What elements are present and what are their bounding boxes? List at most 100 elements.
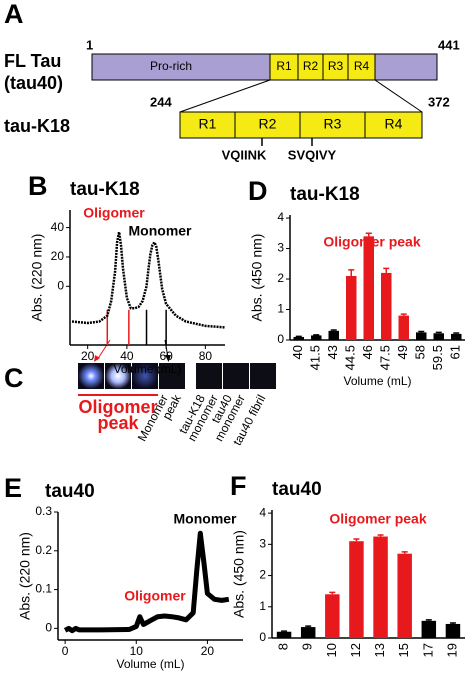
x-tick-label: 12: [348, 643, 363, 657]
x-tick-label: 19: [444, 643, 459, 657]
y-axis-label: Abs. (450 nm): [231, 530, 247, 618]
x-axis-label: Volume (mL): [334, 672, 402, 674]
motif: SVQIVY: [288, 147, 337, 162]
y-tick-label: 4: [259, 505, 266, 519]
chart-title: tau40: [45, 481, 95, 502]
panel-label: F: [230, 471, 247, 501]
y-tick-label: 0.1: [35, 582, 52, 596]
annotation: Oligomer: [83, 205, 145, 221]
annotation: Oligomer peak: [323, 234, 420, 250]
repeat-box: [299, 111, 366, 139]
chart-title: tau-K18: [290, 184, 360, 205]
zoom-line: [179, 79, 271, 113]
panel-label: E: [4, 473, 22, 503]
x-axis-label: Volume (mL): [116, 657, 184, 671]
bar: [416, 332, 427, 340]
bar: [346, 275, 357, 340]
x-tick-label: 59.5: [430, 345, 445, 370]
y-tick-label: 20: [51, 249, 65, 263]
fl-start: 1: [86, 37, 93, 52]
well: [132, 363, 158, 389]
repeat-label: R1: [199, 116, 217, 132]
panel-label: A: [4, 0, 24, 29]
well: [105, 363, 131, 389]
bar: [311, 335, 322, 340]
error-bar: [348, 269, 355, 276]
bar: [300, 627, 316, 638]
x-tick-label: 61: [448, 345, 463, 359]
bar: [398, 315, 409, 340]
y-tick-label: 4: [277, 210, 284, 224]
error-bar: [400, 313, 407, 316]
repeat-label: R2: [303, 59, 319, 73]
bar: [433, 333, 444, 340]
group-label: peak: [97, 413, 139, 433]
y-tick-label: 2: [259, 568, 266, 582]
well: [223, 363, 249, 389]
x-axis-label: Volume (mL): [343, 374, 411, 388]
x-axis-label: Volume (mL): [113, 362, 181, 376]
panel-label: C: [4, 363, 24, 393]
bar: [363, 236, 374, 340]
y-tick-label: 0.3: [35, 504, 52, 518]
x-tick-label: 80: [199, 349, 213, 363]
x-tick-label: 10: [324, 643, 339, 657]
repeat-label: R3: [324, 116, 342, 132]
annotation: Oligomer peak: [329, 511, 426, 527]
error-bar: [313, 334, 320, 336]
y-tick-label: 3: [277, 241, 284, 255]
x-tick-label: 0: [62, 644, 69, 658]
repeat-label: R1: [276, 59, 292, 73]
bar: [328, 330, 339, 340]
bar: [276, 631, 292, 638]
y-axis-label: Abs. (220 nm): [29, 234, 45, 322]
x-tick-label: 9: [300, 643, 315, 650]
error-bar: [435, 331, 442, 334]
panel-label: B: [28, 171, 48, 201]
k18-name: tau-K18: [4, 116, 70, 136]
error-bar: [330, 329, 337, 331]
prorich: Pro-rich: [150, 59, 192, 73]
error-bar: [281, 630, 288, 632]
fl-end: 441: [438, 37, 460, 52]
y-tick-label: 40: [51, 220, 65, 234]
repeat-box: [347, 53, 376, 81]
error-bar: [377, 534, 384, 537]
repeat-box: [234, 111, 301, 139]
y-tick-label: 1: [277, 302, 284, 316]
x-tick-label: 44.5: [343, 345, 358, 370]
error-bar: [418, 330, 425, 333]
x-tick-label: 49: [395, 345, 410, 359]
bar: [349, 541, 364, 638]
repeat-box: [179, 111, 236, 139]
well: [159, 363, 185, 389]
x-tick-label: 17: [420, 643, 435, 657]
y-tick-label: 0.2: [35, 543, 52, 557]
y-tick-label: 0: [57, 278, 64, 292]
y-tick-label: 2: [277, 271, 284, 285]
zoom-line: [374, 79, 423, 113]
arrow: [96, 339, 111, 361]
y-tick-label: 3: [259, 537, 266, 551]
error-bar: [295, 335, 302, 338]
error-bar: [449, 622, 456, 624]
repeat-label: R4: [354, 59, 370, 73]
arrowhead: [94, 355, 100, 362]
bar: [373, 536, 388, 638]
annotation: Monomer: [174, 511, 238, 527]
error-bar: [353, 538, 360, 542]
line: [71, 230, 226, 329]
arrowhead: [165, 355, 171, 362]
error-bar: [425, 619, 432, 621]
x-tick-label: 40: [120, 349, 134, 363]
chart-title: tau-K18: [70, 179, 140, 200]
k18-start: 244: [150, 94, 172, 109]
x-tick-label: 41.5: [308, 345, 323, 370]
repeat-label: R3: [328, 59, 344, 73]
bar: [445, 623, 461, 638]
bar: [293, 336, 304, 340]
panel-label: D: [248, 176, 268, 206]
fl-name: FL Tau: [4, 51, 61, 71]
well: [196, 363, 222, 389]
bar: [381, 272, 392, 340]
